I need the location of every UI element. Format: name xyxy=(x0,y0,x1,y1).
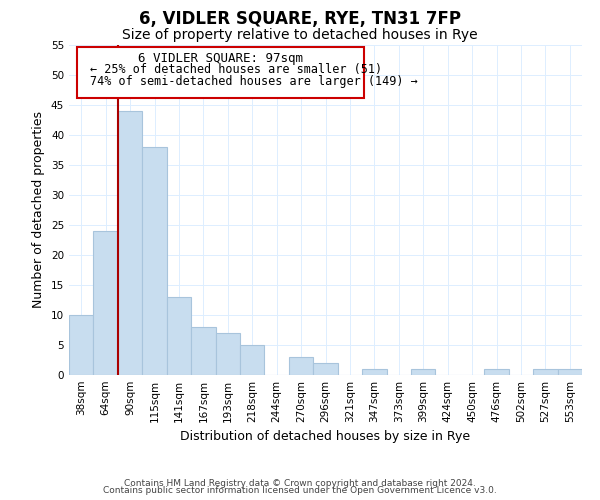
Bar xyxy=(557,369,582,375)
Text: 74% of semi-detached houses are larger (149) →: 74% of semi-detached houses are larger (… xyxy=(89,76,417,88)
X-axis label: Distribution of detached houses by size in Rye: Distribution of detached houses by size … xyxy=(181,430,470,444)
Text: Contains public sector information licensed under the Open Government Licence v3: Contains public sector information licen… xyxy=(103,486,497,495)
Text: Size of property relative to detached houses in Rye: Size of property relative to detached ho… xyxy=(122,28,478,42)
Bar xyxy=(191,327,215,375)
Bar xyxy=(362,369,386,375)
Bar xyxy=(118,111,142,375)
Bar xyxy=(484,369,509,375)
Bar xyxy=(313,363,338,375)
Bar xyxy=(240,345,265,375)
Text: 6 VIDLER SQUARE: 97sqm: 6 VIDLER SQUARE: 97sqm xyxy=(138,52,303,66)
Y-axis label: Number of detached properties: Number of detached properties xyxy=(32,112,46,308)
Bar xyxy=(69,315,94,375)
Text: ← 25% of detached houses are smaller (51): ← 25% of detached houses are smaller (51… xyxy=(89,63,382,76)
FancyBboxPatch shape xyxy=(77,46,364,98)
Bar xyxy=(142,147,167,375)
Bar xyxy=(289,357,313,375)
Text: Contains HM Land Registry data © Crown copyright and database right 2024.: Contains HM Land Registry data © Crown c… xyxy=(124,478,476,488)
Bar xyxy=(215,333,240,375)
Bar xyxy=(533,369,557,375)
Text: 6, VIDLER SQUARE, RYE, TN31 7FP: 6, VIDLER SQUARE, RYE, TN31 7FP xyxy=(139,10,461,28)
Bar xyxy=(94,231,118,375)
Bar xyxy=(167,297,191,375)
Bar xyxy=(411,369,436,375)
